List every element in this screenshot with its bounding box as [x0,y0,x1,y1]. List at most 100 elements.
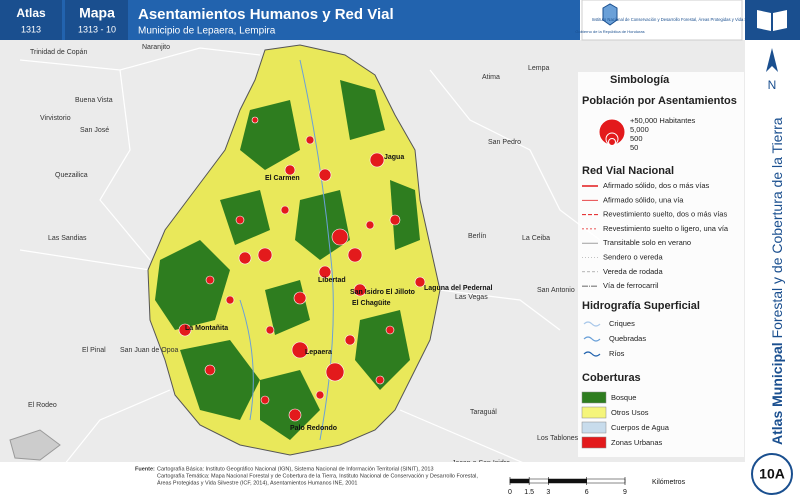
hydro-label: Ríos [609,349,625,358]
place-label: Virvistorio [40,115,71,122]
neighbor-boundaries [19,47,601,471]
scale-segment [509,478,530,484]
settlement-label: El Chagüite [352,300,391,307]
emblem [602,3,618,26]
settlement-label: Palo Redondo [290,425,337,432]
cover-title: Coberturas [582,372,641,384]
place-label: Los Tablones [537,435,579,442]
side-strip [745,40,800,500]
map-box [65,0,128,40]
settlement-label: Libertad [318,277,346,284]
hydro-label: Quebradas [609,334,646,343]
cover-label: Otros Usos [611,408,649,417]
place-label: Atima [482,74,500,81]
logo-icf: Instituto Nacional de Conservación y Des… [592,17,769,22]
population-label: +50,000 Habitantes [630,116,696,125]
road-label: Transitable solo en verano [603,238,691,247]
roads-title: Red Vial Nacional [582,165,674,177]
place-label: Las Vegas [455,294,488,301]
north-label: N [768,78,777,92]
settlement-label: Lepaera [305,349,332,356]
page-code-badge [751,453,793,495]
population-label: 500 [630,134,643,143]
road-label: Vereda de rodada [603,267,663,276]
population-label: 50 [630,143,638,152]
scale-segment [548,478,587,484]
sources-label: Fuente: [135,466,155,472]
place-label: El Rodeo [28,402,57,409]
map-label: Mapa [79,5,115,21]
cover-label: Zonas Urbanas [611,438,663,447]
hydro-symbol [583,351,601,357]
road-label: Revestimiento suelto o ligero, una vía [603,224,729,233]
settlement-label: Laguna del Pedernal [424,285,493,292]
population-title: Población por Asentamientos [582,95,737,107]
book-box [745,0,800,40]
cover-label: Bosque [611,393,636,402]
cover-swatch [581,391,607,404]
sources-line: Cartografía Temática: Mapa Nacional Fore… [157,473,478,479]
place-label: La Ceiba [522,235,550,242]
country-inset [9,429,61,461]
place-label: El Pinal [82,347,106,354]
cover-swatch [581,406,607,419]
hydro-label: Criques [609,319,635,328]
north-arrow [766,48,778,72]
settlement-label: El Carmen [265,175,300,182]
road-label: Afirmado sólido, una vía [603,195,684,204]
book-icon [757,10,787,31]
road-label: Vía de ferrocarril [603,281,659,290]
atlas-box [0,0,62,40]
scale-segment [528,478,549,484]
logo-government: Gobierno de la República de Honduras [575,29,644,34]
place-label: Lempa [528,65,550,72]
legend-title: Simbología [610,74,670,86]
settlements [178,116,426,422]
hydro-symbol [583,321,601,327]
cover-label: Cuerpos de Agua [611,423,670,432]
atlas-code: 1313 [21,24,41,34]
map-code: 1313 - 10 [78,24,116,34]
population-label: 5,000 [630,125,649,134]
place-label: San Pedro [488,139,521,146]
place-label: Las Sandias [48,235,87,242]
scale-tick-label: 0 [508,489,512,496]
settlement-label: San Isidro El Jilloto [350,289,415,296]
sources-line: Áreas Protegidas y Vida Silvestre (ICF, … [157,479,357,486]
settlement-label: La Montañita [185,325,228,332]
place-label: San Juan de Opoa [120,347,178,354]
cover-swatch [581,436,607,449]
place-label: Quezailica [55,172,88,179]
scale-tick-label: 1.5 [524,489,534,496]
road-label: Revestimiento suelto, dos o más vías [603,210,727,219]
scale-unit: Kilómetros [652,479,686,486]
place-label: Taraguál [470,409,497,416]
hydro-title: Hidrografía Superficial [582,300,700,312]
atlas-label: Atlas [16,6,46,20]
scale-tick-label: 6 [585,489,589,496]
page-code: 10A [759,466,785,482]
scale-tick-label: 9 [623,489,627,496]
hydro-symbol [583,336,601,342]
page-title: Asentamientos Humanos y Red Vial [138,6,394,23]
scale-tick-label: 3 [546,489,550,496]
place-label: Berlín [468,233,486,240]
place-label: San Antonio [537,287,575,294]
place-label: Buena Vista [75,97,113,104]
page-subtitle: Municipio de Lepaera, Lempira [138,26,276,37]
side-title-rest: Forestal y de Cobertura de la Tierra [769,117,785,338]
sources-line: Cartografía Básica: Instituto Geográfico… [157,466,434,472]
population-symbols [598,118,626,146]
cover-swatch [581,421,607,434]
place-label: Trinidad de Copán [30,49,87,56]
place-label: Naranjito [142,44,170,51]
road-label: Afirmado sólido, dos o más vías [603,181,710,190]
forest-cover [155,80,420,440]
place-label: San José [80,127,109,134]
side-title-bold: Atlas Municipal [769,342,785,445]
settlement-label: Jagua [384,154,404,161]
scale-segment [586,478,626,484]
side-title: Atlas Municipal Forestal y de Cobertura … [769,117,785,445]
road-label: Sendero o vereda [603,252,663,261]
